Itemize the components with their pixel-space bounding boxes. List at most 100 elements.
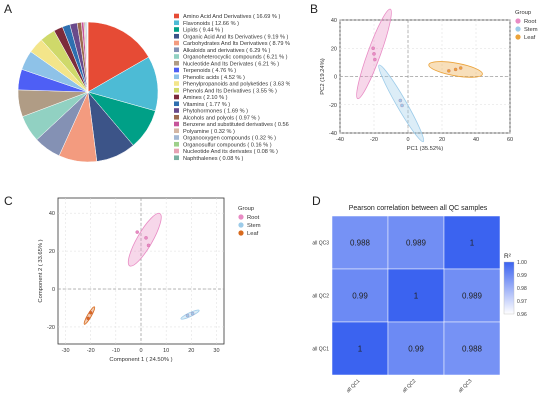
- data-point: [372, 47, 375, 50]
- legend-swatch: [174, 27, 179, 32]
- legend-label: Root: [524, 19, 537, 25]
- colorbar-tick-label: 0.96: [517, 312, 527, 318]
- colorbar-tick-label: 0.98: [517, 286, 527, 292]
- heatmap-cell-value: 0.989: [462, 292, 483, 301]
- data-point: [454, 68, 457, 71]
- legend-label: Organoheterocyclic compounds ( 6.21 % ): [183, 55, 288, 61]
- y-tick-label: -20: [329, 103, 337, 109]
- legend-label: Alcohols and polyols ( 0.97 % ): [183, 115, 260, 121]
- y-axis-label: Component 2 ( 33.65% ): [38, 239, 44, 302]
- legend-swatch: [174, 95, 179, 100]
- legend-marker: [238, 214, 243, 219]
- legend-label: Lipids ( 9.44 % ): [183, 28, 224, 34]
- heatmap-cell-value: 0.989: [406, 239, 427, 248]
- legend-swatch: [174, 101, 179, 106]
- y-tick-label: -20: [47, 325, 55, 331]
- panel-c-letter: C: [4, 194, 13, 208]
- legend-label: Phenolic acids ( 4.52 % ): [183, 75, 245, 81]
- legend-swatch: [174, 135, 179, 140]
- legend-swatch: [174, 115, 179, 120]
- legend-label: Alkaloids and derivatives ( 6.29 % ): [183, 48, 271, 54]
- heatmap-cell-value: 0.988: [462, 345, 483, 354]
- legend-label: Vitamins ( 1.77 % ): [183, 102, 230, 108]
- panel-d-letter: D: [312, 194, 321, 208]
- data-point: [144, 236, 147, 239]
- legend-swatch: [174, 47, 179, 52]
- legend-swatch: [174, 142, 179, 147]
- x-tick-label: 10: [163, 348, 169, 354]
- y-tick-label: 40: [49, 211, 55, 217]
- y-tick-label: 20: [49, 249, 55, 255]
- data-point: [191, 312, 194, 315]
- x-tick-label: -40: [336, 137, 344, 143]
- data-point: [372, 52, 375, 55]
- data-point: [186, 314, 189, 317]
- data-point: [400, 104, 403, 107]
- legend-label: Organosulfur compounds ( 0.16 % ): [183, 142, 272, 148]
- x-tick-label: 60: [507, 137, 513, 143]
- y-tick-label: 0: [52, 287, 55, 293]
- legend-label: Phenols And Its Derivatives ( 3.55 % ): [183, 88, 277, 94]
- panel-b-letter: B: [310, 2, 318, 16]
- heatmap-cell-value: 0.988: [350, 239, 371, 248]
- legend-label: Root: [247, 215, 260, 221]
- heatmap-cell-value: 0.99: [352, 292, 368, 301]
- confidence-ellipse: [180, 309, 200, 321]
- heatmap-row-label: all QC2: [312, 294, 329, 300]
- colorbar-tick-label: 0.99: [517, 273, 527, 279]
- legend-marker: [515, 34, 520, 39]
- data-point: [459, 66, 462, 69]
- y-axis-label: PC2 (19.24%): [320, 58, 326, 94]
- panel-d-heatmap: D Pearson correlation between all QC sam…: [290, 190, 550, 404]
- colorbar-tick-label: 0.97: [517, 299, 527, 305]
- legend-swatch: [174, 128, 179, 133]
- legend-label: Polyamine ( 0.32 % ): [183, 129, 235, 135]
- heatmap-cell-value: 0.99: [408, 345, 424, 354]
- x-tick-label: -20: [370, 137, 378, 143]
- panel-a-pie-chart: A Amino Acid And Derivatives ( 16.69 % )…: [0, 0, 290, 170]
- y-tick-label: -40: [329, 131, 337, 137]
- legend-marker: [515, 26, 520, 31]
- heatmap-title: Pearson correlation between all QC sampl…: [349, 205, 488, 212]
- legend-swatch: [174, 20, 179, 25]
- legend-swatch: [174, 155, 179, 160]
- data-point: [373, 58, 376, 61]
- legend-swatch: [174, 41, 179, 46]
- legend-label: Stem: [247, 223, 261, 229]
- legend-swatch: [174, 149, 179, 154]
- x-tick-label: 0: [406, 137, 409, 143]
- y-tick-label: 20: [331, 46, 337, 52]
- data-point: [147, 244, 150, 247]
- heatmap-col-label: all QC1: [345, 378, 361, 394]
- x-tick-label: 20: [439, 137, 445, 143]
- legend-swatch: [174, 88, 179, 93]
- heatmap-col-label: all QC2: [401, 378, 417, 394]
- legend-label: Carbohydrates And Its Derivatives ( 8.79…: [183, 41, 290, 47]
- legend-label: Terpenoids ( 4.76 % ): [183, 68, 236, 74]
- x-tick-label: 30: [213, 348, 219, 354]
- legend-swatch: [174, 54, 179, 59]
- data-point: [447, 69, 450, 72]
- legend-label: Organooxygen compounds ( 0.32 % ): [183, 136, 276, 142]
- x-axis-label: Component 1 ( 24.50% ): [109, 357, 172, 363]
- x-axis-label: PC1 (35.52%): [407, 146, 443, 152]
- heatmap-svg: Pearson correlation between all QC sampl…: [290, 190, 550, 404]
- legend-swatch: [174, 14, 179, 19]
- confidence-ellipse: [123, 210, 166, 270]
- x-tick-label: 0: [139, 348, 142, 354]
- confidence-ellipse: [83, 306, 96, 325]
- data-point: [87, 317, 90, 320]
- x-tick-label: -30: [62, 348, 70, 354]
- legend-label: Leaf: [247, 231, 259, 237]
- pie-chart-svg: Amino Acid And Derivatives ( 16.69 % )Fl…: [0, 0, 290, 170]
- y-tick-label: 0: [334, 75, 337, 81]
- legend-label: Naphthalenes ( 0.08 % ): [183, 156, 243, 162]
- heatmap-cell-value: 1: [358, 345, 363, 354]
- legend-swatch: [174, 34, 179, 39]
- colorbar-title: R²: [504, 253, 512, 260]
- legend-label: Nucleotide And its derivates ( 0.08 % ): [183, 149, 278, 155]
- heatmap-cell-value: 1: [414, 292, 419, 301]
